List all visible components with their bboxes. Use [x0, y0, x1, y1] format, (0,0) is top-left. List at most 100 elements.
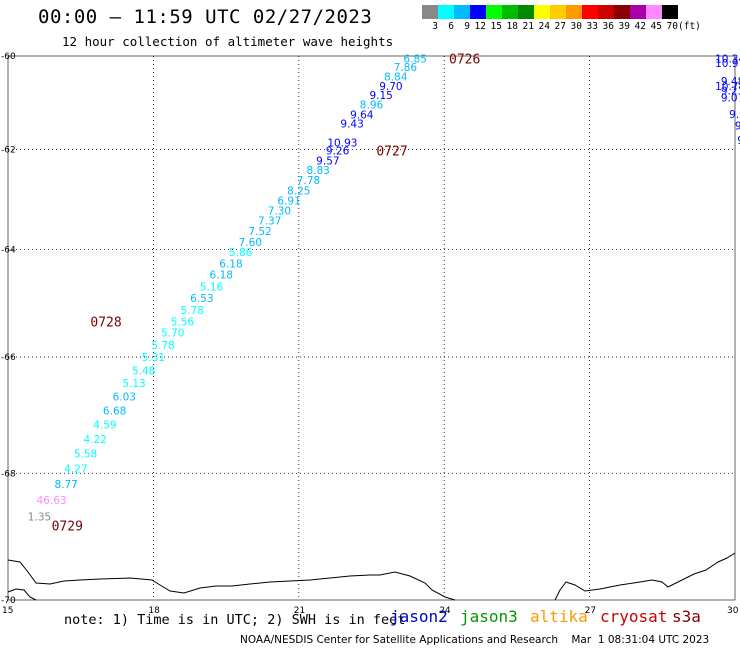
wave-height-value: 5.48 [132, 366, 155, 378]
color-scale-bar [422, 5, 678, 19]
scale-swatch [486, 5, 502, 19]
scale-label: 6 [448, 21, 454, 32]
scale-label: 42 [634, 21, 646, 32]
wave-height-value: 7.37 [258, 215, 281, 227]
wave-height-value: 7.30 [268, 205, 291, 217]
satellite-s3a: s3a [672, 607, 701, 626]
pass-time-label: 0729 [52, 520, 83, 535]
scale-label: 21 [522, 21, 534, 32]
scale-swatch [422, 5, 438, 19]
coastline [7, 559, 456, 601]
wave-height-value: 10.78 [715, 81, 740, 93]
scale-label: 9 [464, 21, 470, 32]
lat-tick-label: -66 [1, 353, 16, 363]
wave-height-value: 9. [737, 135, 740, 147]
scale-swatch [470, 5, 486, 19]
scale-swatch [502, 5, 518, 19]
scale-label: 12 [474, 21, 486, 32]
scale-label: 39 [618, 21, 630, 32]
scale-swatch [518, 5, 534, 19]
wave-height-value: 5.78 [151, 340, 174, 352]
wave-height-value: 10.93 [327, 137, 357, 149]
scale-swatch [646, 5, 662, 19]
wave-height-value: 46.63 [37, 495, 67, 507]
wave-height-value: 5.58 [74, 448, 97, 460]
wave-height-value: 6.18 [210, 270, 233, 282]
scale-swatch [630, 5, 646, 19]
wave-height-value: 6.85 [403, 53, 426, 65]
scale-label: 27 [554, 21, 566, 32]
map-frame [7, 55, 736, 601]
coastline-east [554, 552, 736, 601]
lon-tick-label: 30 [727, 606, 739, 616]
lon-tick-label: 18 [148, 606, 160, 616]
credit-line: NOAA/NESDIS Center for Satellite Applica… [240, 634, 710, 646]
wave-height-value: 9.21 [721, 85, 740, 97]
wave-height-value: 5.78 [180, 305, 203, 317]
wave-height-value: 9.2 [729, 109, 740, 121]
scale-swatch [534, 5, 550, 19]
wave-height-value: 9.43 [340, 118, 363, 130]
wave-height-value: 8.77 [54, 479, 77, 491]
pass-time-label: 0727 [376, 145, 407, 160]
wave-height-value: 4.27 [64, 463, 87, 475]
wave-height-value: 9.15 [369, 90, 392, 102]
scale-label: 33 [586, 21, 598, 32]
pass-time-label: 0726 [449, 52, 480, 67]
wave-height-value: 9.26 [326, 146, 350, 158]
wave-height-value: 8.25 [287, 185, 310, 197]
wave-height-value: 5.70 [161, 328, 184, 340]
wave-height-value: 9.64 [350, 109, 374, 121]
wave-height-value: 7.60 [239, 237, 262, 249]
coastline-west [7, 588, 37, 601]
scale-label: 70 [666, 21, 678, 32]
lon-tick-label: 24 [439, 606, 451, 616]
color-scale-labels: 3 6 9 12 15 18 21 24 27 30 33 36 39 42 45 70(ft) [422, 21, 701, 32]
lat-tick-label: -60 [1, 52, 16, 62]
map-subtitle: 12 hour collection of altimeter wave hei… [62, 34, 394, 49]
footnote: note: 1) Time is in UTC; 2) SWH is in fe… [64, 612, 406, 628]
wave-height-value: 6.18 [219, 259, 242, 271]
lat-tick-label: -70 [1, 596, 16, 606]
wave-height-value: 9.48 [721, 76, 740, 88]
wave-height-value: 5.31 [142, 352, 165, 364]
scale-swatch [454, 5, 470, 19]
map-title: 00:00 – 11:59 UTC 02/27/2023 [38, 6, 373, 28]
scale-swatch [598, 5, 614, 19]
scale-swatch [614, 5, 630, 19]
wave-height-value: 8.83 [306, 165, 329, 177]
scale-swatch [662, 5, 678, 19]
satellite-altika: altika [530, 607, 588, 626]
wave-height-value: 7.86 [394, 62, 418, 74]
wave-height-value: 9.07 [721, 92, 740, 104]
wave-height-value: 1.35 [28, 511, 51, 523]
lon-tick-label: 21 [294, 606, 305, 616]
scale-label: 24 [538, 21, 550, 32]
scale-swatch [550, 5, 566, 19]
lat-tick-label: -68 [1, 469, 16, 479]
wave-height-value: 9. [735, 121, 740, 133]
scale-swatch [566, 5, 582, 19]
scale-swatch [582, 5, 598, 19]
wave-height-value: 5.16 [200, 281, 224, 293]
satellite-jason2: jason2 [390, 607, 448, 626]
wave-height-value: 6.03 [113, 392, 136, 404]
scale-label: 30 [570, 21, 582, 32]
scale-unit: (ft) [678, 21, 701, 32]
wave-height-value: 5.86 [229, 247, 253, 259]
wave-height-value: 9.57 [316, 155, 339, 167]
wave-height-value: 8.84 [384, 72, 408, 84]
scale-swatch [438, 5, 454, 19]
satellite-jason3: jason3 [460, 607, 518, 626]
wave-height-value: 6.68 [103, 405, 126, 417]
lat-tick-label: -62 [1, 146, 16, 156]
lon-tick-label: 15 [2, 606, 13, 616]
wave-height-value: 7.52 [248, 226, 271, 238]
wave-height-value: 7.78 [297, 175, 320, 187]
wave-height-value: 9.70 [379, 81, 402, 93]
lon-tick-label: 27 [585, 606, 596, 616]
wave-height-value: 10.34 [715, 53, 740, 65]
wave-height-value: 6.53 [190, 293, 213, 305]
wave-height-value: 6.91 [277, 195, 300, 207]
